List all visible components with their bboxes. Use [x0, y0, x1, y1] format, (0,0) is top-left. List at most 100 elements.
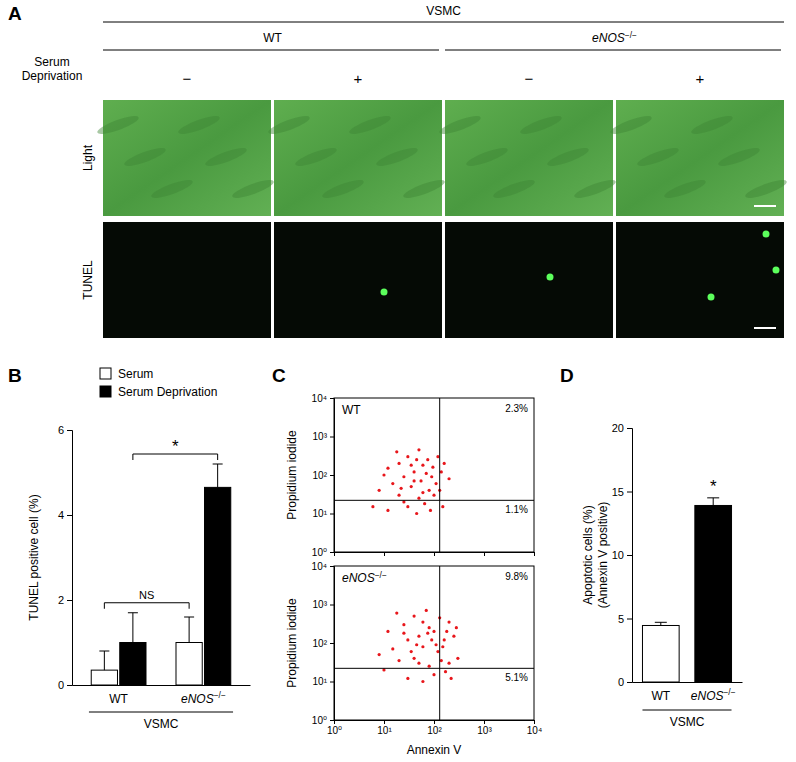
cell-texture [375, 145, 420, 169]
condition-sign: + [354, 70, 363, 87]
axis: WTeNOS−/− [73, 685, 251, 706]
cell-texture [267, 113, 312, 137]
tick-label: 10³ [313, 599, 328, 610]
tick: 10⁴ [527, 720, 542, 736]
tick-mark [330, 605, 334, 606]
event-point [406, 455, 409, 458]
tick: 10³ [313, 431, 334, 442]
event-point [421, 645, 424, 648]
quadrant-percent: 5.1% [505, 672, 528, 683]
tick-mark [330, 720, 334, 721]
tunel-spot [381, 289, 388, 296]
y-axis-title: Propidium iodide [285, 598, 299, 688]
gate-line [439, 566, 440, 720]
axis-line [73, 685, 251, 686]
tick [334, 552, 335, 556]
error-bar [213, 464, 223, 487]
tick: 6 [58, 424, 72, 436]
tunel-spot [773, 267, 780, 274]
tick-mark [627, 492, 632, 493]
event-point [430, 638, 433, 641]
tick: 15 [612, 486, 632, 498]
condition-sign: − [183, 70, 192, 87]
tick-mark [384, 720, 385, 724]
event-point [425, 472, 428, 475]
tick: 10⁴ [312, 561, 334, 572]
label-sup: −/− [723, 687, 735, 697]
row-label: Light [81, 144, 95, 171]
event-point [428, 626, 431, 629]
cell-texture [663, 177, 708, 201]
tick-label: 10⁴ [527, 725, 542, 736]
event-point [434, 643, 437, 646]
tick-mark [334, 552, 335, 556]
axis: 05101520 [612, 422, 633, 688]
significance-label: * [172, 437, 179, 456]
plot-frame [334, 398, 534, 552]
bar [205, 487, 231, 685]
error-bar [184, 617, 194, 643]
tick-label: 10 [612, 549, 624, 561]
tick-mark [67, 515, 72, 516]
event-point [415, 512, 418, 515]
tick: eNOS−/− [691, 682, 736, 703]
title-rule [103, 22, 784, 23]
gate-line [334, 500, 534, 501]
error-bar [707, 498, 719, 506]
tick-label: 10³ [313, 431, 328, 442]
figure: ABCDVSMCWTeNOS−/−SerumDeprivation−+−+Lig… [0, 0, 796, 762]
tick-mark [330, 437, 334, 438]
error-bar [99, 651, 109, 670]
legend-label: Serum Deprivation [118, 385, 217, 399]
cell-texture [231, 177, 276, 201]
tick-mark [627, 428, 632, 429]
axis-line [627, 429, 633, 683]
tick: 5 [618, 613, 632, 625]
scale-bar [754, 327, 776, 329]
label-sup: −/− [625, 30, 637, 40]
tick-mark [534, 552, 535, 556]
label-sup: −/− [214, 690, 226, 700]
tick-mark [67, 600, 72, 601]
axis-line [330, 399, 335, 553]
cell-texture [438, 113, 483, 137]
x-axis-title: VSMC [144, 717, 179, 731]
cell-texture [402, 177, 447, 201]
tick-mark [67, 685, 72, 686]
label-part: eNOS [592, 31, 625, 45]
tick-label: 2 [58, 594, 64, 606]
tick-label: 10⁴ [312, 393, 327, 404]
cell-texture [96, 113, 141, 137]
event-point [436, 455, 439, 458]
tick: 10⁰ [327, 720, 342, 736]
tick: 10³ [477, 720, 492, 736]
event-point [413, 470, 416, 473]
tick-label: 10¹ [313, 508, 328, 519]
event-point [441, 505, 444, 508]
event-point [441, 645, 444, 648]
cell-texture [636, 145, 681, 169]
event-point [455, 626, 458, 629]
cell-texture [294, 145, 339, 169]
plot-title: eNOS−/− [342, 570, 387, 585]
event-point [428, 489, 431, 492]
tick-label: 20 [612, 422, 624, 434]
tunel-image [616, 222, 784, 338]
cell-texture [546, 145, 591, 169]
error-bar [128, 613, 138, 643]
group-rule [445, 50, 781, 51]
event-point [432, 673, 435, 676]
tick-label: 10⁰ [312, 547, 327, 558]
tick-label: eNOS−/− [181, 690, 226, 705]
plot-area [91, 464, 231, 685]
plot-title: WT [342, 403, 361, 417]
panel-label: B [8, 365, 22, 386]
gate-line [334, 668, 534, 669]
condition-sign: + [696, 70, 705, 87]
row-label: TUNEL [81, 260, 95, 300]
legend-label: Serum [118, 367, 153, 381]
event-point [382, 473, 385, 476]
cell-texture [573, 177, 618, 201]
event-point [447, 477, 450, 480]
y-axis-title: (Annexin V positive) [596, 502, 610, 609]
